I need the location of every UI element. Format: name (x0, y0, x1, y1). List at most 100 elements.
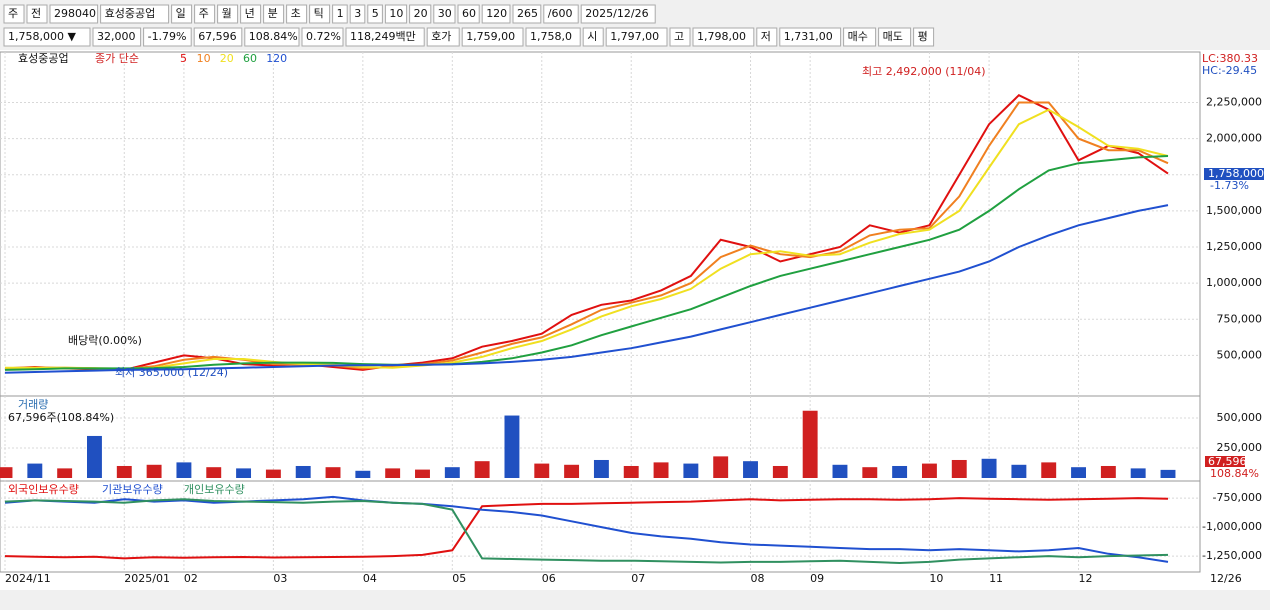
series-line (4, 495, 1169, 563)
toolbar-text: 분 (268, 7, 278, 20)
toolbar-button[interactable] (543, 4, 579, 24)
toolbar-button[interactable] (244, 27, 300, 47)
toolbar-text: 2025/12/26 (585, 7, 648, 20)
volume-bar (385, 468, 401, 478)
scrollbar[interactable] (0, 590, 1270, 610)
toolbar-button[interactable] (779, 27, 842, 47)
toolbar-button[interactable] (457, 4, 480, 24)
volume-bar (623, 465, 639, 478)
legend-entry: 20 (220, 52, 234, 65)
volume-bar (1071, 467, 1086, 478)
toolbar-button[interactable] (345, 27, 425, 47)
toolbar-button[interactable] (332, 4, 348, 24)
toolbar-button[interactable] (26, 4, 48, 24)
volume-bar (743, 461, 758, 478)
series-line (4, 93, 1169, 371)
toolbar-button[interactable] (3, 4, 25, 24)
toolbar-button[interactable] (286, 4, 308, 24)
last-price-box (1204, 168, 1264, 180)
volume-bar (951, 459, 967, 478)
toolbar-button[interactable] (461, 27, 524, 47)
series-line (4, 155, 1169, 371)
y-tick-label: 500,000 (1217, 348, 1263, 361)
toolbar-button[interactable] (92, 27, 142, 47)
toolbar-text: 1,731,00 (784, 30, 833, 43)
volume-bar (415, 469, 430, 478)
toolbar-button[interactable] (100, 4, 170, 24)
toolbar-button[interactable] (217, 4, 239, 24)
x-tick-label: 12 (1079, 572, 1093, 585)
toolbar-button[interactable] (878, 27, 912, 47)
volume-bar (593, 459, 609, 478)
toolbar-button[interactable] (301, 27, 344, 47)
volume-bar (1041, 462, 1057, 478)
x-tick-label: 2024/11 (5, 572, 51, 585)
toolbar-text: 전 (31, 7, 41, 20)
toolbar-button[interactable] (171, 4, 193, 24)
toolbar-text: 120 (486, 7, 507, 20)
toolbar-text: 년 (245, 7, 255, 20)
toolbar-button[interactable] (669, 27, 691, 47)
toolbar-text: 효성중공업 (105, 7, 156, 20)
toolbar-text: 일 (176, 6, 186, 20)
toolbar-button[interactable] (756, 27, 778, 47)
toolbar-button[interactable] (426, 27, 460, 47)
toolbar-text: 32,000 (97, 30, 136, 43)
series-line (5, 108, 1169, 370)
toolbar-text: 1 (337, 7, 344, 20)
y-tick-label: 750,000 (1217, 312, 1263, 325)
x-tick-label: 2025/01 (124, 572, 170, 585)
toolbar-button[interactable] (913, 27, 935, 47)
toolbar-button[interactable] (409, 4, 432, 24)
x-tick-label: 07 (631, 572, 645, 585)
y-tick-label: 250,000 (1217, 441, 1263, 454)
toolbar-button[interactable] (512, 4, 542, 24)
y-tick-label: 2,250,000 (1206, 95, 1262, 108)
toolbar-button[interactable] (433, 4, 456, 24)
toolbar-button[interactable] (143, 27, 192, 47)
volume-bar (444, 467, 460, 478)
x-tick-label: 04 (363, 572, 377, 585)
volume-bar (921, 463, 937, 478)
toolbar-text: 주 (8, 7, 18, 20)
toolbar-text: 매도 (883, 30, 903, 43)
y-tick-label: 1,250,000 (1206, 240, 1262, 253)
volume-bar (534, 463, 550, 478)
toolbar-text: 60 (462, 7, 476, 20)
last-volume-box (1205, 456, 1245, 467)
annotation: -1.73% (1210, 179, 1249, 192)
annotation: 최저 365,000 (12/24) (115, 366, 228, 379)
x-tick-label: 10 (929, 572, 943, 585)
annotation: 1,758,000 (1208, 167, 1264, 180)
toolbar-button[interactable] (49, 4, 99, 24)
legend-entry: 외국인보유수량 (8, 483, 79, 496)
annotation: HC:-29.45 (1202, 64, 1257, 77)
volume-bar (772, 465, 788, 478)
toolbar-button[interactable] (384, 4, 408, 24)
volume-bar (504, 415, 520, 478)
toolbar-button[interactable] (367, 4, 383, 24)
toolbar-button[interactable] (3, 27, 91, 47)
toolbar-button[interactable] (692, 27, 755, 47)
toolbar-button[interactable] (481, 4, 511, 24)
y-tick-label: -1,250,000 (1202, 549, 1262, 562)
toolbar-button[interactable] (309, 4, 331, 24)
toolbar-button[interactable] (194, 4, 216, 24)
volume-bar (265, 469, 281, 478)
volume-bar (27, 463, 43, 478)
toolbar-button[interactable] (263, 4, 285, 24)
toolbar-button[interactable] (580, 4, 656, 24)
toolbar-text: 고 (674, 30, 684, 43)
toolbar-button[interactable] (240, 4, 262, 24)
toolbar-button[interactable] (525, 27, 581, 47)
toolbar-text: 1,759,00 (466, 30, 515, 43)
toolbar-text: 265 (517, 7, 538, 20)
toolbar-button[interactable] (193, 27, 243, 47)
toolbar-button[interactable] (605, 27, 668, 47)
toolbar-button[interactable] (582, 27, 604, 47)
volume-bar (176, 462, 192, 478)
volume-bar (862, 467, 878, 478)
toolbar-button[interactable] (349, 4, 366, 24)
toolbar-button[interactable] (843, 27, 877, 47)
legend-prefix: 종가 단순 (95, 52, 139, 65)
